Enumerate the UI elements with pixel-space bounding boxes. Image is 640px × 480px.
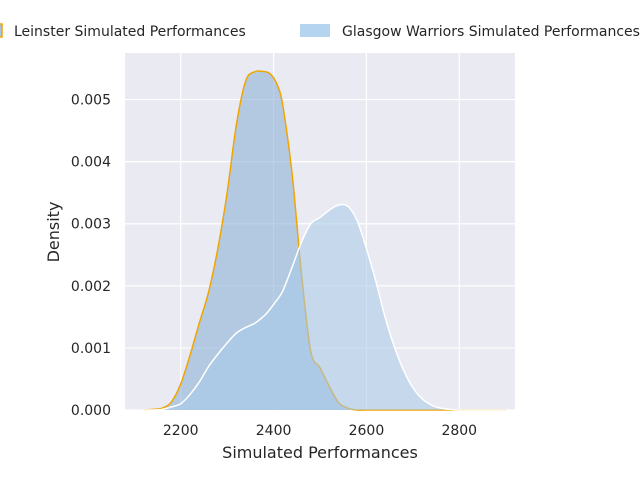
y-tick-labels: 0.000 0.001 0.002 0.003 0.004 0.005: [71, 93, 111, 419]
y-axis-label: Density: [44, 202, 63, 263]
legend: Leinster Simulated Performances Glasgow …: [0, 23, 640, 40]
y-tick-label: 0.002: [71, 279, 111, 295]
legend-label-glasgow: Glasgow Warriors Simulated Performances: [342, 24, 640, 40]
series-area-leinster: [143, 70, 506, 411]
y-tick-label: 0.000: [71, 403, 111, 419]
y-tick-label: 0.001: [71, 341, 111, 357]
x-tick-label: 2600: [349, 423, 385, 439]
legend-label-leinster: Leinster Simulated Performances: [14, 24, 246, 40]
y-tick-label: 0.003: [71, 217, 111, 233]
x-tick-label: 2400: [256, 423, 292, 439]
y-tick-label: 0.005: [71, 93, 111, 109]
series-area-glasgow: [143, 204, 506, 411]
legend-swatch-leinster: [0, 23, 3, 38]
x-tick-labels: 2200 2400 2600 2800: [163, 423, 477, 439]
legend-swatch-glasgow: [300, 24, 330, 37]
series-line-glasgow: [143, 203, 506, 411]
series-layer: [143, 70, 506, 411]
y-tick-label: 0.004: [71, 155, 111, 171]
x-tick-label: 2800: [441, 423, 477, 439]
x-axis-label: Simulated Performances: [222, 443, 418, 462]
x-tick-label: 2200: [163, 423, 199, 439]
